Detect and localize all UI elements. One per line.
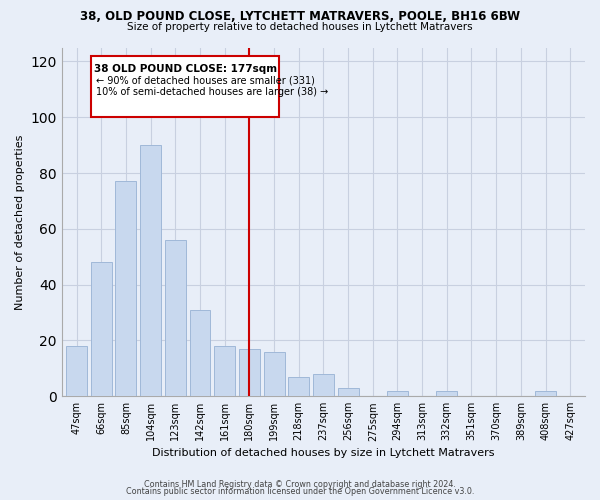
Y-axis label: Number of detached properties: Number of detached properties [15, 134, 25, 310]
Bar [387, 390, 408, 396]
Bar [313, 374, 334, 396]
Bar [115, 182, 136, 396]
Text: Contains HM Land Registry data © Crown copyright and database right 2024.: Contains HM Land Registry data © Crown c… [144, 480, 456, 489]
Bar [436, 390, 457, 396]
Bar [288, 376, 309, 396]
Text: 38, OLD POUND CLOSE, LYTCHETT MATRAVERS, POOLE, BH16 6BW: 38, OLD POUND CLOSE, LYTCHETT MATRAVERS,… [80, 10, 520, 23]
Bar [338, 388, 359, 396]
Text: Contains public sector information licensed under the Open Government Licence v3: Contains public sector information licen… [126, 487, 474, 496]
Bar [190, 310, 211, 396]
Bar [535, 390, 556, 396]
Bar [214, 346, 235, 396]
Bar [165, 240, 186, 396]
X-axis label: Distribution of detached houses by size in Lytchett Matravers: Distribution of detached houses by size … [152, 448, 494, 458]
Bar [91, 262, 112, 396]
Text: ← 90% of detached houses are smaller (331): ← 90% of detached houses are smaller (33… [97, 76, 315, 86]
Text: Size of property relative to detached houses in Lytchett Matravers: Size of property relative to detached ho… [127, 22, 473, 32]
Bar [263, 352, 284, 396]
Bar [140, 145, 161, 396]
Text: 10% of semi-detached houses are larger (38) →: 10% of semi-detached houses are larger (… [97, 86, 329, 97]
Bar [239, 349, 260, 396]
Text: 38 OLD POUND CLOSE: 177sqm: 38 OLD POUND CLOSE: 177sqm [94, 64, 277, 74]
FancyBboxPatch shape [91, 56, 279, 117]
Bar [66, 346, 87, 396]
